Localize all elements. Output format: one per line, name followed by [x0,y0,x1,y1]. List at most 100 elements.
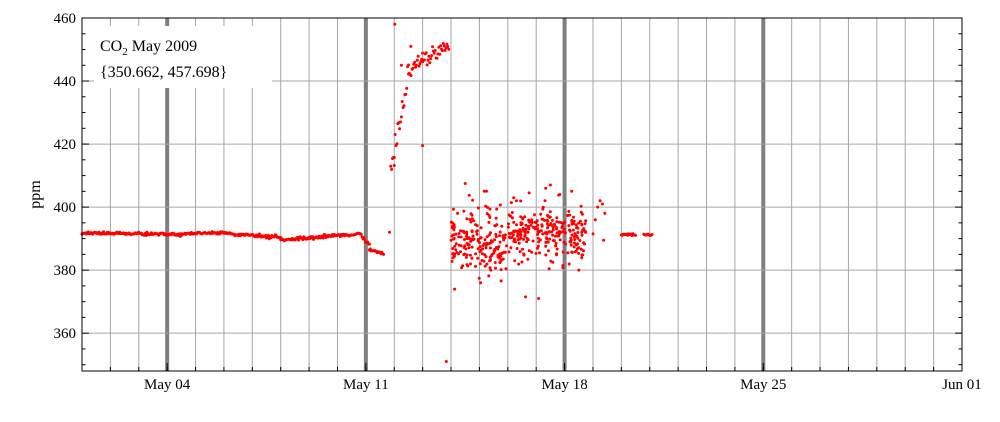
data-point [523,234,527,238]
data-point [488,266,492,270]
data-point [484,243,488,247]
data-point [454,242,458,246]
plot-frame [81,17,963,372]
data-point [541,217,545,221]
data-point [536,233,540,236]
data-point [484,255,488,259]
data-point [536,223,540,227]
data-point [498,240,502,244]
x-tick-label: Jun 01 [942,377,982,393]
data-point [512,239,516,243]
data-point [521,226,525,230]
data-point [462,246,466,250]
data-point [494,216,498,220]
data-point [526,230,530,234]
data-point [577,221,581,225]
x-tick-label: May 11 [343,377,389,393]
data-point [517,241,521,245]
data-point [449,238,453,242]
data-point [509,214,513,218]
data-point [524,223,528,227]
data-point [399,115,403,119]
data-point [531,239,535,243]
data-point [465,253,469,257]
data-point [506,225,510,229]
data-point [469,239,473,243]
y-tick-label: 380 [54,263,77,279]
data-point [551,228,555,232]
data-point [576,236,580,240]
data-point [580,233,584,237]
data-point [430,54,434,58]
data-point [482,259,486,263]
data-point [444,360,448,363]
data-point [392,156,396,159]
data-point [395,142,399,146]
data-point [463,238,466,241]
data-point [439,44,443,48]
data-point [578,239,582,242]
data-point [576,231,580,234]
data-point [544,240,548,244]
data-point [545,218,549,222]
data-point [297,238,300,242]
data-point [543,199,547,203]
data-point [650,233,654,236]
y-tick-label: 360 [54,326,77,342]
data-point [418,62,422,66]
data-point [465,234,468,238]
data-point [511,233,515,237]
data-point [449,220,453,224]
data-point [450,259,454,263]
data-point [555,226,559,230]
legend-title-main: CO [100,38,122,55]
data-point [499,255,502,258]
legend-range: {350.662, 457.698} [100,64,227,81]
data-point [485,189,488,193]
data-point [603,211,607,215]
data-point [591,232,595,236]
x-tick-label: May 04 [144,377,191,393]
data-point [487,242,491,246]
data-point [540,223,544,227]
data-point [570,233,574,237]
data-point [566,214,570,217]
data-point [433,49,437,52]
data-point [584,230,588,234]
data-point [484,246,488,250]
data-point [398,127,402,131]
legend-title: CO2 May 2009 [100,38,197,58]
data-point [517,262,521,266]
data-point [463,231,467,235]
legend-title-subscript: 2 [122,46,128,58]
data-point [421,51,425,55]
data-point [561,264,565,267]
data-point [279,235,283,239]
data-point [499,279,503,283]
data-point [571,228,575,232]
data-point [489,239,493,243]
data-point [516,234,520,238]
data-point [505,244,508,248]
data-point [470,230,474,234]
data-point [452,237,455,241]
data-point [572,219,576,223]
data-point [575,243,578,247]
data-point [414,63,418,67]
data-point [512,196,516,200]
data-point [529,223,533,227]
data-point [459,235,463,239]
data-point [575,225,579,229]
data-point [411,66,415,70]
data-point [467,193,471,197]
data-point [634,233,637,237]
data-point [479,281,483,285]
data-point [478,262,482,266]
data-point [499,268,503,272]
data-point [552,239,556,243]
data-point [428,61,432,65]
data-point [496,246,500,250]
data-point [425,63,429,67]
data-point [514,199,518,203]
data-point [522,253,526,257]
